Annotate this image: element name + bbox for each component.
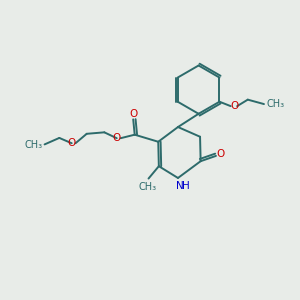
- Text: O: O: [217, 149, 225, 159]
- Text: O: O: [68, 138, 76, 148]
- Text: O: O: [129, 109, 137, 119]
- Text: N: N: [176, 181, 183, 191]
- Text: CH₃: CH₃: [24, 140, 43, 150]
- Text: O: O: [230, 101, 238, 111]
- Text: H: H: [182, 181, 190, 191]
- Text: CH₃: CH₃: [266, 99, 284, 109]
- Text: O: O: [112, 133, 121, 143]
- Text: CH₃: CH₃: [139, 182, 157, 192]
